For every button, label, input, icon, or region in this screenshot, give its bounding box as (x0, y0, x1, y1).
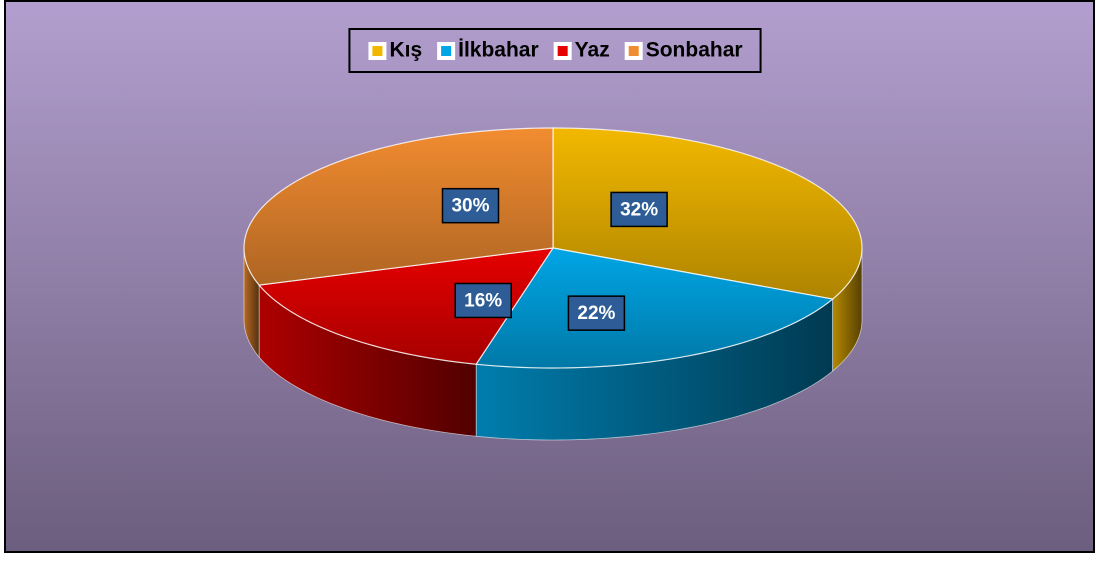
slice (243, 127, 554, 286)
legend-label: Yaz (575, 39, 610, 62)
legend-swatch (437, 42, 456, 60)
legend-box (348, 28, 762, 73)
data-label-box (567, 295, 626, 331)
data-label: 16% (464, 291, 502, 312)
data-label-box (441, 187, 500, 224)
legend-label: Sonbahar (646, 39, 743, 62)
data-label-box (610, 191, 668, 228)
legend-label: İlkbahar (458, 39, 539, 62)
data-label-box (454, 282, 512, 319)
data-label: 32% (620, 199, 658, 220)
data-label: 30% (451, 196, 489, 217)
legend-label: Kış (389, 39, 422, 62)
legend-swatch (368, 42, 387, 60)
legend-swatch (624, 42, 643, 60)
slice (475, 247, 834, 369)
slice (552, 127, 863, 300)
data-label: 22% (577, 303, 615, 324)
slice (257, 247, 555, 365)
legend-swatch (553, 42, 572, 60)
